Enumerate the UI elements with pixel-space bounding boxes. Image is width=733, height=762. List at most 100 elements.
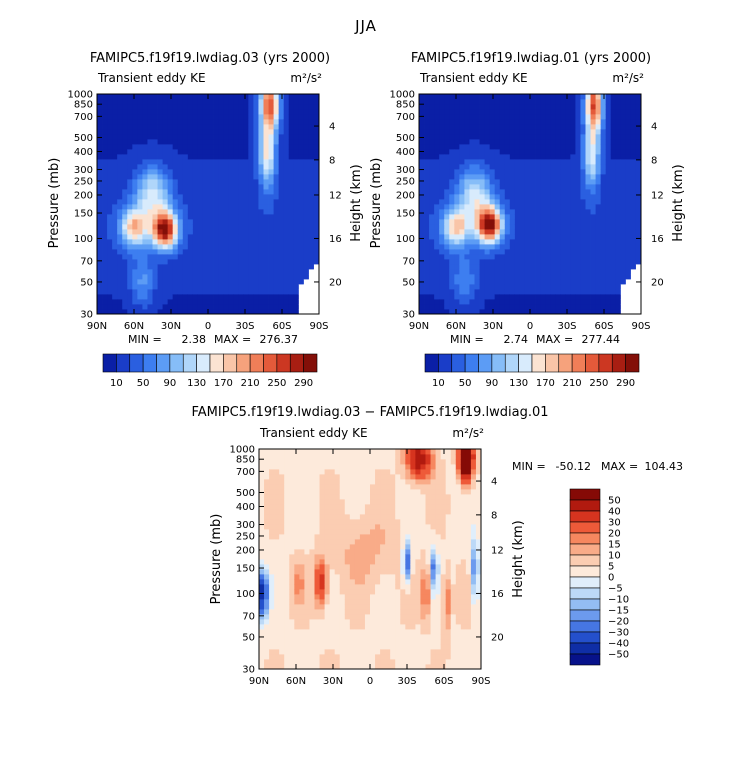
field-cell [117, 264, 123, 270]
field-cell [540, 174, 546, 180]
field-cell [620, 184, 627, 190]
field-cell [117, 234, 123, 240]
field-cell [177, 99, 184, 105]
field-cell [313, 174, 320, 180]
field-cell [575, 144, 581, 150]
field-cell [294, 509, 300, 515]
field-cell [289, 479, 295, 485]
field-cell [535, 124, 541, 130]
field-cell [489, 164, 496, 170]
field-cell [514, 244, 521, 250]
field-cell [192, 104, 199, 110]
field-cell [590, 214, 596, 220]
field-cell [122, 134, 128, 140]
field-cell [535, 299, 541, 305]
field-cell [545, 164, 551, 170]
field-cell [248, 229, 254, 235]
field-cell [635, 174, 642, 180]
field-cell [474, 209, 480, 215]
field-cell [269, 584, 275, 590]
field-cell [449, 174, 455, 180]
field-cell [197, 194, 204, 200]
field-cell [268, 179, 274, 185]
field-cell [354, 629, 361, 635]
field-cell [218, 184, 224, 190]
field-cell [102, 139, 108, 145]
field-cell [329, 589, 336, 595]
field-cell [314, 614, 320, 620]
field-cell [429, 189, 435, 195]
field-cell [364, 509, 371, 515]
field-cell [172, 284, 179, 290]
field-cell [504, 199, 511, 205]
field-cell [519, 219, 526, 225]
field-cell [259, 484, 265, 490]
field-cell [269, 564, 275, 570]
field-cell [182, 254, 189, 260]
field-cell [122, 214, 128, 220]
field-cell [359, 519, 366, 525]
field-cell [459, 124, 465, 130]
field-cell [167, 224, 174, 230]
field-cell [167, 129, 174, 135]
field-cell [605, 254, 612, 260]
field-cell [575, 279, 581, 285]
field-cell [218, 289, 224, 295]
field-cell [288, 199, 295, 205]
field-cell [615, 199, 622, 205]
field-cell [228, 194, 234, 200]
field-cell [324, 659, 331, 665]
field-cell [273, 184, 280, 190]
field-cell [444, 194, 450, 200]
field-cell [319, 479, 325, 485]
field-cell [560, 124, 566, 130]
field-cell [630, 104, 637, 110]
field-cell [524, 224, 531, 230]
field-cell [575, 124, 581, 130]
field-cell [349, 609, 356, 615]
field-cell [459, 164, 465, 170]
field-cell [550, 264, 556, 270]
field-cell [580, 124, 586, 130]
field-cell [122, 124, 128, 130]
field-cell [309, 569, 315, 575]
field-cell [208, 234, 214, 240]
field-cell [494, 224, 501, 230]
field-cell [137, 229, 143, 235]
field-cell [530, 204, 536, 210]
field-cell [484, 114, 491, 120]
field-cell [274, 599, 280, 605]
field-cell [228, 144, 234, 150]
field-cell [147, 169, 153, 175]
field-cell [162, 99, 169, 105]
field-cell [509, 219, 516, 225]
field-cell [439, 304, 445, 310]
field-cell [228, 199, 234, 205]
field-cell [329, 494, 336, 500]
field-cell [519, 224, 526, 230]
field-cell [479, 164, 485, 170]
field-cell [107, 274, 113, 280]
field-cell [439, 194, 445, 200]
field-cell [197, 134, 204, 140]
field-cell [269, 529, 275, 535]
field-cell [283, 209, 290, 215]
field-cell [474, 199, 480, 205]
field-cell [122, 99, 128, 105]
field-cell [545, 274, 551, 280]
field-cell [590, 289, 596, 295]
field-cell [429, 179, 435, 185]
field-cell [535, 149, 541, 155]
field-cell [147, 159, 153, 165]
field-cell [263, 169, 269, 175]
field-cell [319, 509, 325, 515]
field-cell [359, 624, 366, 630]
field-cell [288, 299, 295, 305]
field-cell [444, 124, 450, 130]
field-cell [142, 269, 148, 275]
field-cell [283, 274, 290, 280]
field-cell [238, 179, 244, 185]
field-cell [269, 619, 275, 625]
field-cell [137, 309, 143, 315]
